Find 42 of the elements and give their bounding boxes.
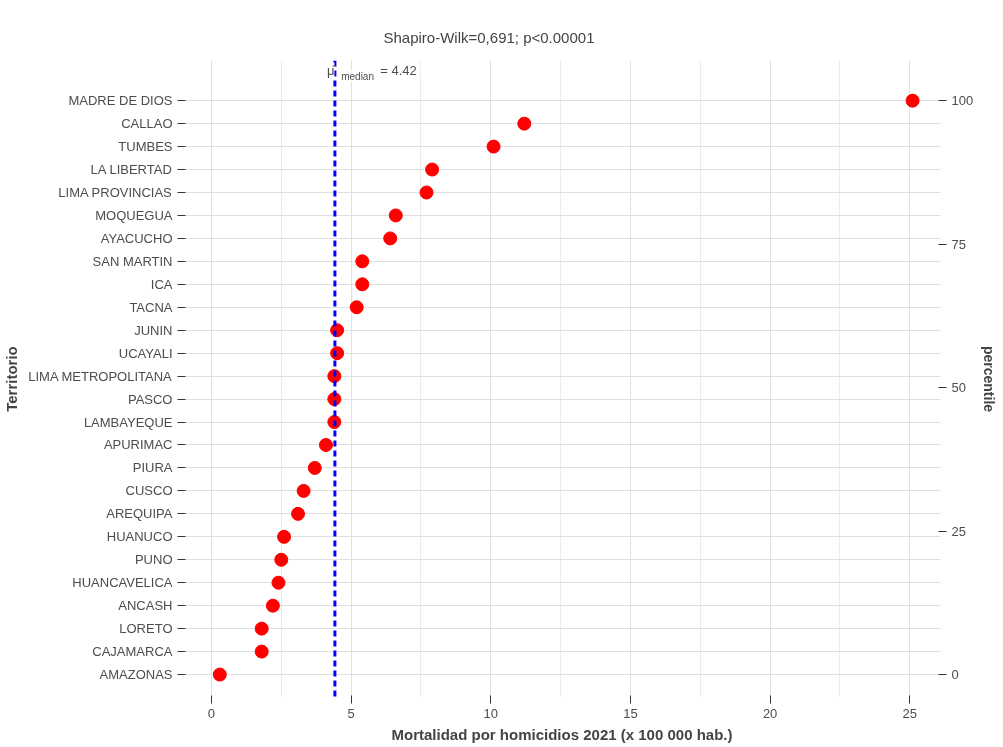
y2-tick-label: 0 (951, 667, 959, 683)
y-tick-label: HUANUCO (106, 529, 173, 545)
x-tick-label: 25 (902, 705, 918, 721)
y-axis-title: Territorio (3, 346, 21, 412)
y-tick-label: HUANCAVELICA (72, 575, 173, 591)
chart-title: Shapiro-Wilk=0,691; p<0.00001 (383, 28, 595, 46)
y2-tick-label: 50 (951, 380, 966, 396)
y2-axis-title: percentile (981, 345, 998, 413)
y-tick-label: ANCASH (118, 598, 173, 614)
y-tick-label: PASCO (127, 391, 173, 407)
x-tick-label: 5 (347, 705, 355, 721)
y-tick-label: LA LIBERTAD (90, 162, 172, 178)
y-tick-label: MOQUEGUA (95, 207, 173, 223)
y-tick-label: ICA (150, 276, 173, 292)
y2-tick-label: 75 (951, 236, 966, 252)
y-tick-label: JUNIN (134, 322, 173, 338)
y2-tick-label: 100 (951, 93, 974, 109)
x-tick-label: 10 (483, 705, 499, 721)
y-tick-label: PIURA (132, 460, 173, 476)
y-tick-label: AREQUIPA (106, 506, 173, 522)
y-tick-label: TUMBES (118, 139, 173, 155)
y-tick-label: SAN MARTIN (92, 253, 173, 269)
y-tick-label: AMAZONAS (99, 667, 173, 683)
y-tick-label: APURIMAC (103, 437, 173, 453)
y-tick-label: PUNO (134, 552, 173, 568)
y-tick-label: LIMA PROVINCIAS (58, 184, 173, 200)
ref-line-label: μ̂median = 4.42 (326, 62, 417, 82)
y-tick-label: UCAYALI (118, 345, 173, 361)
x-axis-title: Mortalidad por homicidios 2021 (x 100 000 hab.) (391, 725, 733, 743)
x-tick-label: 20 (762, 705, 778, 721)
y-tick-label: CAJAMARCA (92, 644, 173, 660)
y-tick-label: LIMA METROPOLITANA (28, 368, 173, 384)
y-tick-label: AYACUCHO (100, 230, 173, 246)
y-tick-label: LORETO (119, 621, 173, 637)
y-tick-label: CALLAO (121, 116, 173, 132)
y-tick-label: LAMBAYEQUE (83, 414, 173, 430)
x-tick-label: 0 (207, 705, 216, 721)
y-tick-label: MADRE DE DIOS (68, 93, 173, 109)
y2-tick-label: 25 (951, 523, 966, 539)
x-tick-label: 15 (623, 705, 638, 721)
y-tick-label: CUSCO (125, 483, 173, 499)
y-tick-label: TACNA (129, 299, 173, 315)
